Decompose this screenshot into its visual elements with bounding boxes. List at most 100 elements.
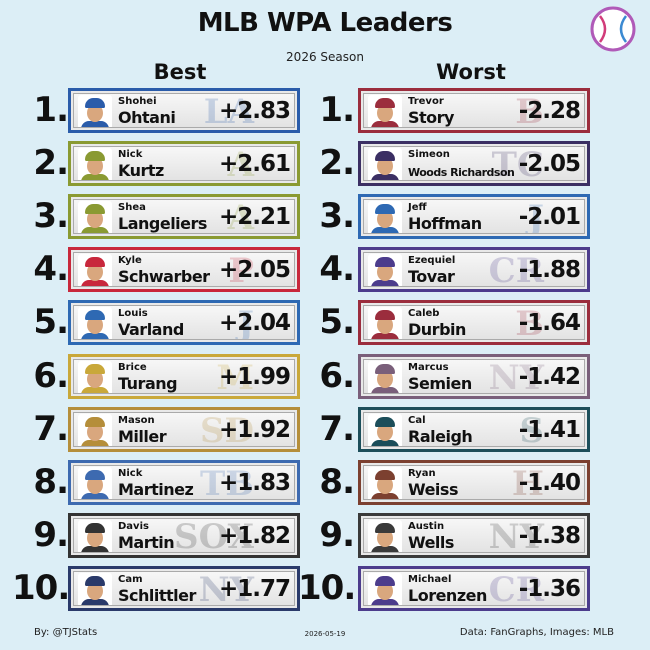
headshot-face <box>377 475 393 494</box>
player-first-name: Shea <box>118 202 146 214</box>
worst-player-card: NY Marcus Semien -1.42 <box>358 353 590 399</box>
best-rank: 10. <box>12 567 70 608</box>
worst-player-card: B Trevor Story -2.28 <box>358 88 590 133</box>
player-first-name: Simeon <box>408 149 450 161</box>
best-rank: 6. <box>33 355 69 396</box>
headshot-face <box>377 157 393 176</box>
wpa-value: -1.41 <box>518 416 581 443</box>
headshot-jersey <box>371 545 399 552</box>
headshot-cap <box>375 363 395 374</box>
headshot-face <box>87 369 103 388</box>
wpa-value: +2.21 <box>218 204 291 231</box>
team-logo-icon: SD <box>199 411 254 447</box>
worst-player-card: NY Austin Wells -1.38 <box>358 512 590 558</box>
headshot-face <box>377 316 393 335</box>
player-first-name: Nick <box>118 149 143 161</box>
worst-player-card: TC Simeon Woods Richardson -2.05 <box>358 141 590 187</box>
wpa-value: -2.01 <box>518 204 581 231</box>
player-first-name: Cam <box>118 573 143 585</box>
page-title: MLB WPA Leaders <box>197 8 453 38</box>
player-headshot <box>78 254 112 287</box>
headshot-face <box>87 157 103 176</box>
team-logo-icon: M <box>216 358 254 394</box>
team-logo-icon: J <box>527 199 544 235</box>
best-player-card: SOX Davis Martin +1.82 <box>68 512 300 558</box>
worst-player-card: H Ryan Weiss -1.40 <box>358 459 590 505</box>
headshot-cap <box>375 151 395 162</box>
team-logo-icon: TC <box>491 146 544 182</box>
team-logo-icon: B <box>515 305 544 341</box>
page-subtitle: 2026 Season <box>286 50 364 64</box>
headshot-jersey <box>81 439 109 446</box>
baseball-logo-icon <box>590 6 636 52</box>
player-last-name: Lorenzen <box>408 585 487 605</box>
player-last-name: Story <box>408 108 454 127</box>
team-logo-icon: TB <box>199 464 254 500</box>
player-card-inner: A Shea Langeliers +2.21 <box>73 199 295 235</box>
headshot-cap <box>375 469 395 480</box>
best-column-heading: Best <box>153 60 207 84</box>
wpa-value: +1.82 <box>218 522 291 549</box>
player-card-inner: NY Cam Schlittler +1.77 <box>73 570 295 606</box>
headshot-jersey <box>371 598 399 605</box>
best-player-card: A Shea Langeliers +2.21 <box>68 194 300 240</box>
headshot-cap <box>375 575 395 586</box>
player-last-name: Durbin <box>408 320 466 340</box>
team-logo-icon: J <box>237 305 254 341</box>
worst-column-heading: Worst <box>436 60 506 84</box>
player-card-inner: SOX Davis Martin +1.82 <box>73 517 295 553</box>
worst-rank: 2. <box>319 143 355 184</box>
player-headshot <box>368 148 402 181</box>
player-card-inner: J Louis Varland +2.04 <box>73 305 295 341</box>
player-card-inner: J Jeff Hoffman -2.01 <box>363 199 585 235</box>
player-headshot <box>78 572 112 605</box>
headshot-face <box>377 528 393 547</box>
team-logo-icon: P <box>228 252 254 288</box>
player-card-inner: B Trevor Story -2.28 <box>363 93 585 128</box>
best-rank: 3. <box>33 196 69 237</box>
headshot-jersey <box>371 333 399 340</box>
best-rank: 5. <box>33 302 69 343</box>
worst-rank: 6. <box>319 355 355 396</box>
team-logo-icon: SOX <box>174 517 254 553</box>
headshot-cap <box>85 469 105 480</box>
best-rank: 2. <box>33 143 69 184</box>
player-card-inner: CR Michael Lorenzen -1.36 <box>363 570 585 606</box>
headshot-face <box>377 263 393 282</box>
player-card-inner: LA Shohei Ohtani +2.83 <box>73 93 295 128</box>
player-card-inner: TC Simeon Woods Richardson -2.05 <box>363 146 585 182</box>
headshot-jersey <box>81 280 109 287</box>
player-headshot <box>368 572 402 605</box>
headshot-jersey <box>371 439 399 446</box>
player-first-name: Brice <box>118 361 147 373</box>
best-rank: 1. <box>33 90 69 130</box>
team-logo-icon: S <box>519 411 544 447</box>
team-logo-icon: A <box>227 199 254 235</box>
headshot-jersey <box>81 545 109 552</box>
player-card-inner: B Caleb Durbin -1.64 <box>363 305 585 341</box>
player-last-name: Martin <box>118 532 175 552</box>
player-first-name: Ezequiel <box>408 255 456 267</box>
headshot-face <box>87 316 103 335</box>
player-card-inner: TB Nick Martinez +1.83 <box>73 464 295 500</box>
headshot-jersey <box>81 227 109 234</box>
worst-player-card: S Cal Raleigh -1.41 <box>358 406 590 452</box>
headshot-jersey <box>81 492 109 499</box>
player-headshot <box>368 519 402 552</box>
headshot-face <box>377 369 393 388</box>
best-player-card: P Kyle Schwarber +2.05 <box>68 247 300 293</box>
wpa-value: +2.83 <box>218 98 291 124</box>
headshot-jersey <box>371 492 399 499</box>
player-card-inner: M Brice Turang +1.99 <box>73 358 295 394</box>
player-headshot <box>78 95 112 127</box>
player-last-name: Hoffman <box>408 214 482 234</box>
player-last-name: Varland <box>118 320 184 340</box>
player-headshot <box>78 466 112 499</box>
headshot-jersey <box>81 174 109 181</box>
team-logo-icon: CR <box>488 570 544 606</box>
headshot-cap <box>85 416 105 427</box>
player-first-name: Michael <box>408 573 452 585</box>
headshot-jersey <box>81 333 109 340</box>
best-player-card: TB Nick Martinez +1.83 <box>68 459 300 505</box>
player-first-name: Shohei <box>118 96 157 107</box>
